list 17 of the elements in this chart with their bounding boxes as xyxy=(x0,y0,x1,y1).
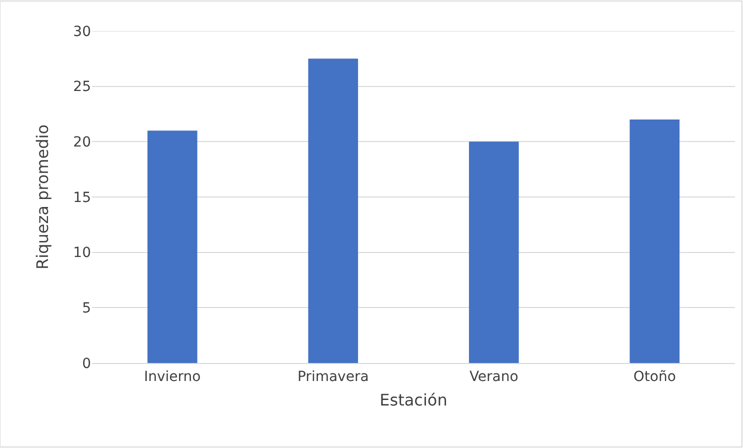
bar xyxy=(630,120,680,363)
y-tick-label: 25 xyxy=(73,79,91,96)
y-tick-label: 0 xyxy=(82,356,91,372)
x-tick-label: Otoño xyxy=(633,368,676,385)
bar xyxy=(308,58,358,363)
x-axis-title: Estación xyxy=(380,390,448,410)
y-axis-title: Riqueza promedio xyxy=(33,124,52,270)
x-tick-label: Invierno xyxy=(144,368,201,385)
y-tick-label: 10 xyxy=(73,245,91,262)
x-tick-label: Primavera xyxy=(297,368,369,385)
y-tick-label: 15 xyxy=(73,190,91,206)
y-tick-label: 5 xyxy=(82,300,91,317)
x-tick-label: Verano xyxy=(469,368,518,385)
y-tick-label: 30 xyxy=(73,24,91,40)
bar xyxy=(468,142,519,363)
y-tick-label: 20 xyxy=(73,134,91,151)
bar xyxy=(147,130,198,363)
